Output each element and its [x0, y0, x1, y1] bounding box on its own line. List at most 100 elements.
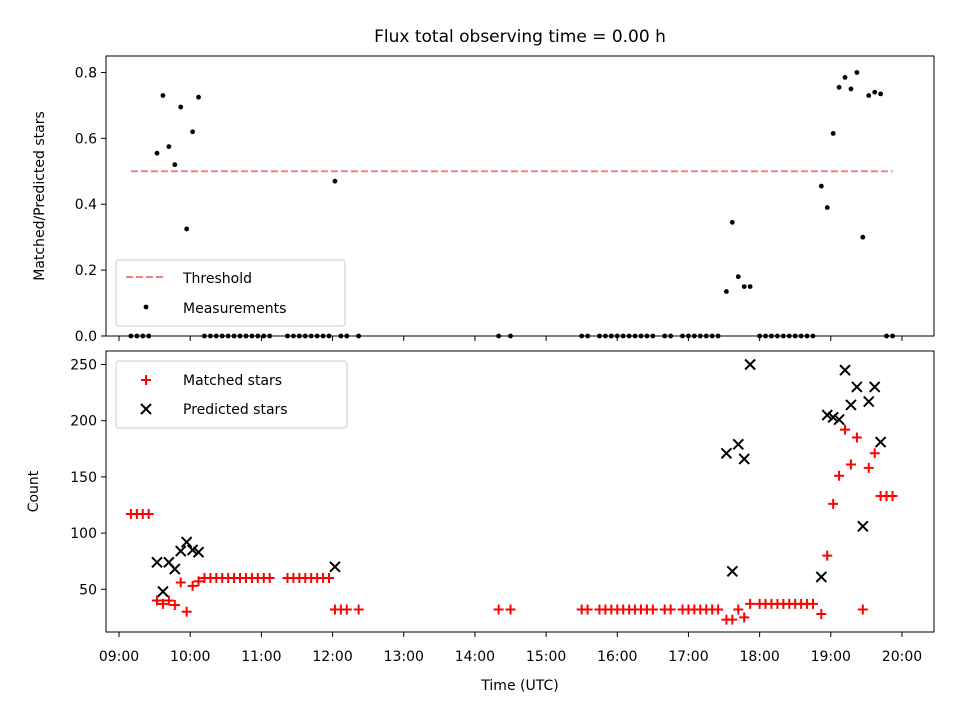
x-tick-label: 19:00	[811, 649, 851, 665]
measurement-point	[724, 289, 729, 294]
y-tick-label: 0.4	[75, 197, 97, 213]
matched-star-point	[163, 595, 174, 606]
matched-star-point	[181, 606, 192, 617]
legend-matched-label: Matched stars	[183, 373, 282, 389]
y-axis-label: Count	[26, 470, 42, 512]
matched-star-point	[157, 598, 168, 609]
matched-star-point	[840, 424, 851, 435]
predicted-star-point	[157, 585, 169, 598]
matched-star-point	[193, 576, 204, 587]
matched-star-point	[143, 508, 154, 519]
matched-star-point	[341, 604, 352, 615]
matched-star-point	[887, 490, 898, 501]
legend-measurement-swatch	[143, 304, 149, 310]
measurement-point	[172, 162, 178, 168]
axes-frame	[105, 350, 935, 633]
predicted-star-point	[329, 561, 341, 573]
predicted-star-point	[868, 381, 881, 393]
legend-predicted-swatch	[140, 403, 152, 415]
predicted-star-point	[821, 409, 833, 421]
matched-star-point	[851, 432, 862, 443]
matched-star-point	[713, 604, 724, 615]
x-tick-label: 10:00	[170, 649, 210, 665]
matched-star-point	[745, 598, 756, 609]
measurement-point	[848, 86, 854, 92]
axes-frame	[105, 55, 935, 337]
y-tick-label: 50	[79, 582, 97, 598]
measurement-point	[860, 234, 866, 240]
y-axis-label: Matched/Predicted stars	[32, 111, 48, 281]
matched-star-point	[152, 595, 163, 606]
matched-star-point	[187, 580, 198, 591]
measurement-point	[836, 84, 842, 90]
predicted-star-point	[175, 545, 187, 557]
matched-star-point	[353, 604, 364, 615]
x-tick-label: 16:00	[597, 649, 637, 665]
measurement-point	[872, 89, 878, 95]
x-tick-label: 18:00	[739, 649, 779, 665]
measurement-point	[178, 104, 184, 110]
matched-star-point	[175, 577, 186, 588]
measurement-point	[166, 144, 172, 149]
predicted-star-point	[192, 546, 205, 558]
x-tick-label: 13:00	[384, 649, 424, 665]
legend-threshold-label: Threshold	[182, 271, 252, 287]
predicted-star-point	[726, 565, 739, 578]
matched-star-point	[828, 498, 839, 509]
matched-star-point	[808, 598, 819, 609]
predicted-star-point	[845, 399, 857, 411]
x-tick-label: 09:00	[99, 649, 139, 665]
y-tick-label: 200	[70, 414, 97, 430]
measurement-point	[878, 91, 884, 97]
measurement-point	[729, 219, 735, 225]
measurement-point	[830, 131, 836, 136]
measurement-point	[747, 284, 753, 289]
y-tick-label: 0.8	[75, 65, 97, 81]
x-tick-label: 20:00	[882, 649, 922, 665]
measurement-point	[184, 226, 190, 232]
predicted-star-point	[720, 447, 733, 459]
matched-star-point	[647, 604, 658, 615]
matched-star-point	[169, 600, 180, 611]
legend-box	[115, 360, 348, 429]
x-tick-label: 17:00	[668, 649, 708, 665]
legend-box	[115, 259, 346, 327]
x-tick-label: 11:00	[241, 649, 281, 665]
y-tick-label: 0.6	[75, 131, 97, 147]
predicted-star-point	[839, 364, 851, 376]
matched-star-point	[493, 604, 504, 615]
matched-star-point	[733, 604, 744, 615]
matched-star-point	[845, 459, 856, 470]
measurement-point	[154, 150, 160, 156]
measurement-point	[196, 94, 201, 100]
measurement-point	[735, 274, 741, 280]
predicted-star-point	[151, 556, 163, 569]
predicted-star-point	[186, 544, 199, 556]
x-tick-label: 14:00	[455, 649, 495, 665]
y-tick-label: 100	[70, 526, 97, 542]
predicted-star-point	[744, 358, 756, 371]
predicted-star-point	[169, 563, 181, 575]
y-tick-label: 150	[70, 470, 97, 486]
matched-star-point	[665, 604, 676, 615]
matched-star-point	[834, 470, 845, 481]
measurement-point	[190, 129, 195, 135]
predicted-star-point	[851, 381, 863, 393]
chart-title: Flux total observing time = 0.00 h	[374, 27, 666, 47]
legend: Threshold Measurements	[115, 259, 346, 327]
legend-predicted-label: Predicted stars	[183, 402, 288, 418]
bottom-panel: 50 100 150 200 250 Count 09:00 10:00 11:00 12:00 1…	[26, 350, 935, 694]
matched-star-point	[324, 573, 335, 584]
x-tick-label: 15:00	[526, 649, 566, 665]
measurement-point	[866, 93, 872, 98]
predicted-star-point	[815, 571, 828, 583]
x-axis-label: Time (UTC)	[480, 678, 558, 694]
matched-star-point	[822, 550, 833, 561]
measurement-point	[824, 205, 830, 210]
matched-star-point	[582, 604, 593, 615]
measurement-point	[854, 70, 860, 75]
matched-star-point	[739, 612, 750, 623]
measurement-point	[332, 178, 338, 184]
predicted-star-point	[863, 395, 875, 408]
